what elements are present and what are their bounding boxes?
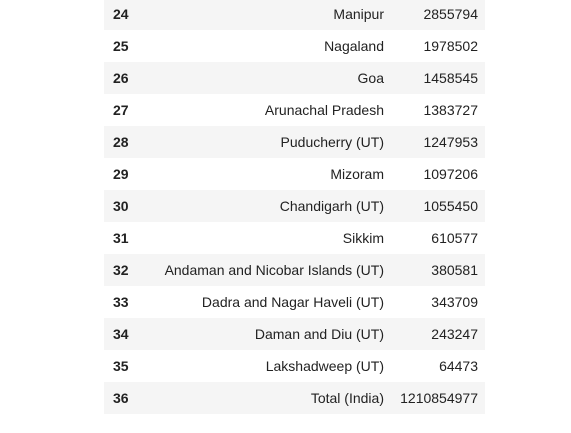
- state-name: Lakshadweep (UT): [265, 358, 384, 374]
- population-value: 1097206: [423, 166, 478, 182]
- population-value: 1383727: [423, 102, 478, 118]
- state-name: Puducherry (UT): [280, 134, 384, 150]
- population-value: 243247: [431, 326, 478, 342]
- row-index: 26: [113, 70, 129, 86]
- population-value: 2855794: [423, 6, 478, 22]
- state-name: Goa: [357, 70, 384, 86]
- row-index: 25: [113, 38, 129, 54]
- state-name: Arunachal Pradesh: [264, 102, 384, 118]
- row-index: 33: [113, 294, 129, 310]
- table-row: 28 Puducherry (UT) 1247953: [104, 126, 485, 158]
- population-value: 1247953: [423, 134, 478, 150]
- population-value: 64473: [439, 358, 478, 374]
- table-body: 24 Manipur 2855794 25 Nagaland 1978502 2…: [104, 0, 485, 414]
- row-index: 28: [113, 134, 129, 150]
- row-index: 32: [113, 262, 129, 278]
- row-index: 35: [113, 358, 129, 374]
- table-row: 32 Andaman and Nicobar Islands (UT) 3805…: [104, 254, 485, 286]
- row-index: 27: [113, 102, 129, 118]
- table-row: 31 Sikkim 610577: [104, 222, 485, 254]
- population-table-container: 24 Manipur 2855794 25 Nagaland 1978502 2…: [104, 0, 485, 414]
- state-name: Andaman and Nicobar Islands (UT): [164, 262, 384, 278]
- state-name: Manipur: [333, 6, 384, 22]
- row-index: 30: [113, 198, 129, 214]
- table-row: 29 Mizoram 1097206: [104, 158, 485, 190]
- state-name: Nagaland: [324, 38, 384, 54]
- table-row: 25 Nagaland 1978502: [104, 30, 485, 62]
- state-name: Total (India): [310, 390, 384, 406]
- table-row: 26 Goa 1458545: [104, 62, 485, 94]
- population-value: 343709: [431, 294, 478, 310]
- population-value: 1055450: [423, 198, 478, 214]
- row-index: 36: [113, 390, 129, 406]
- row-index: 31: [113, 230, 129, 246]
- table-row: 34 Daman and Diu (UT) 243247: [104, 318, 485, 350]
- row-index: 34: [113, 326, 129, 342]
- table-row: 30 Chandigarh (UT) 1055450: [104, 190, 485, 222]
- population-table: 24 Manipur 2855794 25 Nagaland 1978502 2…: [104, 0, 485, 414]
- population-value: 1210854977: [400, 390, 478, 406]
- table-row: 33 Dadra and Nagar Haveli (UT) 343709: [104, 286, 485, 318]
- state-name: Sikkim: [342, 230, 384, 246]
- row-index: 29: [113, 166, 129, 182]
- state-name: Mizoram: [330, 166, 384, 182]
- row-index: 24: [113, 6, 129, 22]
- population-value: 1978502: [423, 38, 478, 54]
- population-value: 1458545: [423, 70, 478, 86]
- state-name: Daman and Diu (UT): [254, 326, 384, 342]
- state-name: Dadra and Nagar Haveli (UT): [201, 294, 384, 310]
- table-row: 27 Arunachal Pradesh 1383727: [104, 94, 485, 126]
- state-name: Chandigarh (UT): [279, 198, 384, 214]
- table-row: 24 Manipur 2855794: [104, 0, 485, 30]
- table-row: 35 Lakshadweep (UT) 64473: [104, 350, 485, 382]
- population-value: 610577: [431, 230, 478, 246]
- table-row-total: 36 Total (India) 1210854977: [104, 382, 485, 414]
- population-value: 380581: [431, 262, 478, 278]
